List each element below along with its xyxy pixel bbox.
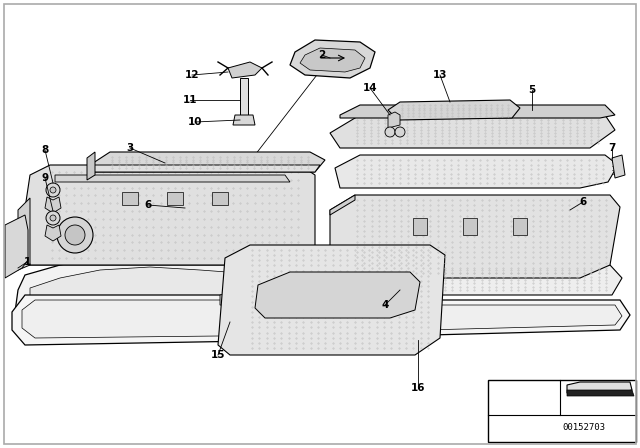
Polygon shape bbox=[18, 198, 30, 270]
Polygon shape bbox=[30, 267, 290, 310]
Circle shape bbox=[46, 211, 60, 225]
Polygon shape bbox=[45, 197, 61, 213]
Polygon shape bbox=[300, 48, 365, 72]
Polygon shape bbox=[567, 390, 634, 396]
Polygon shape bbox=[12, 295, 630, 345]
Text: 8: 8 bbox=[42, 145, 49, 155]
Polygon shape bbox=[340, 105, 615, 118]
Polygon shape bbox=[330, 195, 620, 278]
Circle shape bbox=[50, 215, 56, 221]
Text: 00152703: 00152703 bbox=[562, 423, 605, 432]
Circle shape bbox=[50, 187, 56, 193]
Text: 12: 12 bbox=[185, 70, 199, 80]
Polygon shape bbox=[330, 115, 615, 148]
Polygon shape bbox=[335, 155, 618, 188]
Circle shape bbox=[395, 127, 405, 137]
Polygon shape bbox=[228, 62, 262, 78]
Circle shape bbox=[65, 225, 85, 245]
Polygon shape bbox=[167, 192, 183, 205]
Polygon shape bbox=[22, 300, 622, 338]
Text: 2: 2 bbox=[318, 50, 326, 60]
Text: 4: 4 bbox=[381, 300, 388, 310]
Polygon shape bbox=[220, 288, 295, 308]
Text: 15: 15 bbox=[211, 350, 225, 360]
Text: 6: 6 bbox=[145, 200, 152, 210]
Text: 7: 7 bbox=[608, 143, 616, 153]
Polygon shape bbox=[290, 40, 375, 78]
Polygon shape bbox=[15, 255, 310, 320]
Text: 9: 9 bbox=[42, 173, 49, 183]
Circle shape bbox=[46, 183, 60, 197]
Polygon shape bbox=[255, 272, 420, 318]
Polygon shape bbox=[212, 192, 228, 205]
Polygon shape bbox=[87, 152, 95, 180]
Polygon shape bbox=[388, 112, 400, 128]
Text: 16: 16 bbox=[411, 383, 425, 393]
Text: 11: 11 bbox=[183, 95, 197, 105]
Polygon shape bbox=[90, 165, 320, 172]
Polygon shape bbox=[388, 100, 520, 120]
Polygon shape bbox=[513, 218, 527, 235]
Text: 10: 10 bbox=[188, 117, 202, 127]
Circle shape bbox=[385, 127, 395, 137]
Polygon shape bbox=[233, 115, 255, 125]
Polygon shape bbox=[328, 265, 622, 295]
Polygon shape bbox=[90, 152, 325, 172]
Polygon shape bbox=[240, 78, 248, 115]
Circle shape bbox=[57, 217, 93, 253]
Polygon shape bbox=[413, 218, 427, 235]
Polygon shape bbox=[330, 195, 355, 215]
Text: 13: 13 bbox=[433, 70, 447, 80]
Text: 14: 14 bbox=[363, 83, 378, 93]
Polygon shape bbox=[18, 240, 315, 265]
Polygon shape bbox=[55, 175, 290, 182]
Bar bbox=[488, 380, 636, 442]
Polygon shape bbox=[122, 192, 138, 205]
Polygon shape bbox=[45, 225, 61, 241]
Polygon shape bbox=[567, 382, 632, 393]
Text: 5: 5 bbox=[529, 85, 536, 95]
Polygon shape bbox=[18, 165, 315, 265]
Text: 1: 1 bbox=[24, 257, 31, 267]
Polygon shape bbox=[463, 218, 477, 235]
Polygon shape bbox=[612, 155, 625, 178]
Text: 3: 3 bbox=[126, 143, 134, 153]
Text: 6: 6 bbox=[579, 197, 587, 207]
Polygon shape bbox=[218, 245, 445, 355]
Polygon shape bbox=[5, 215, 28, 278]
Polygon shape bbox=[310, 290, 395, 310]
